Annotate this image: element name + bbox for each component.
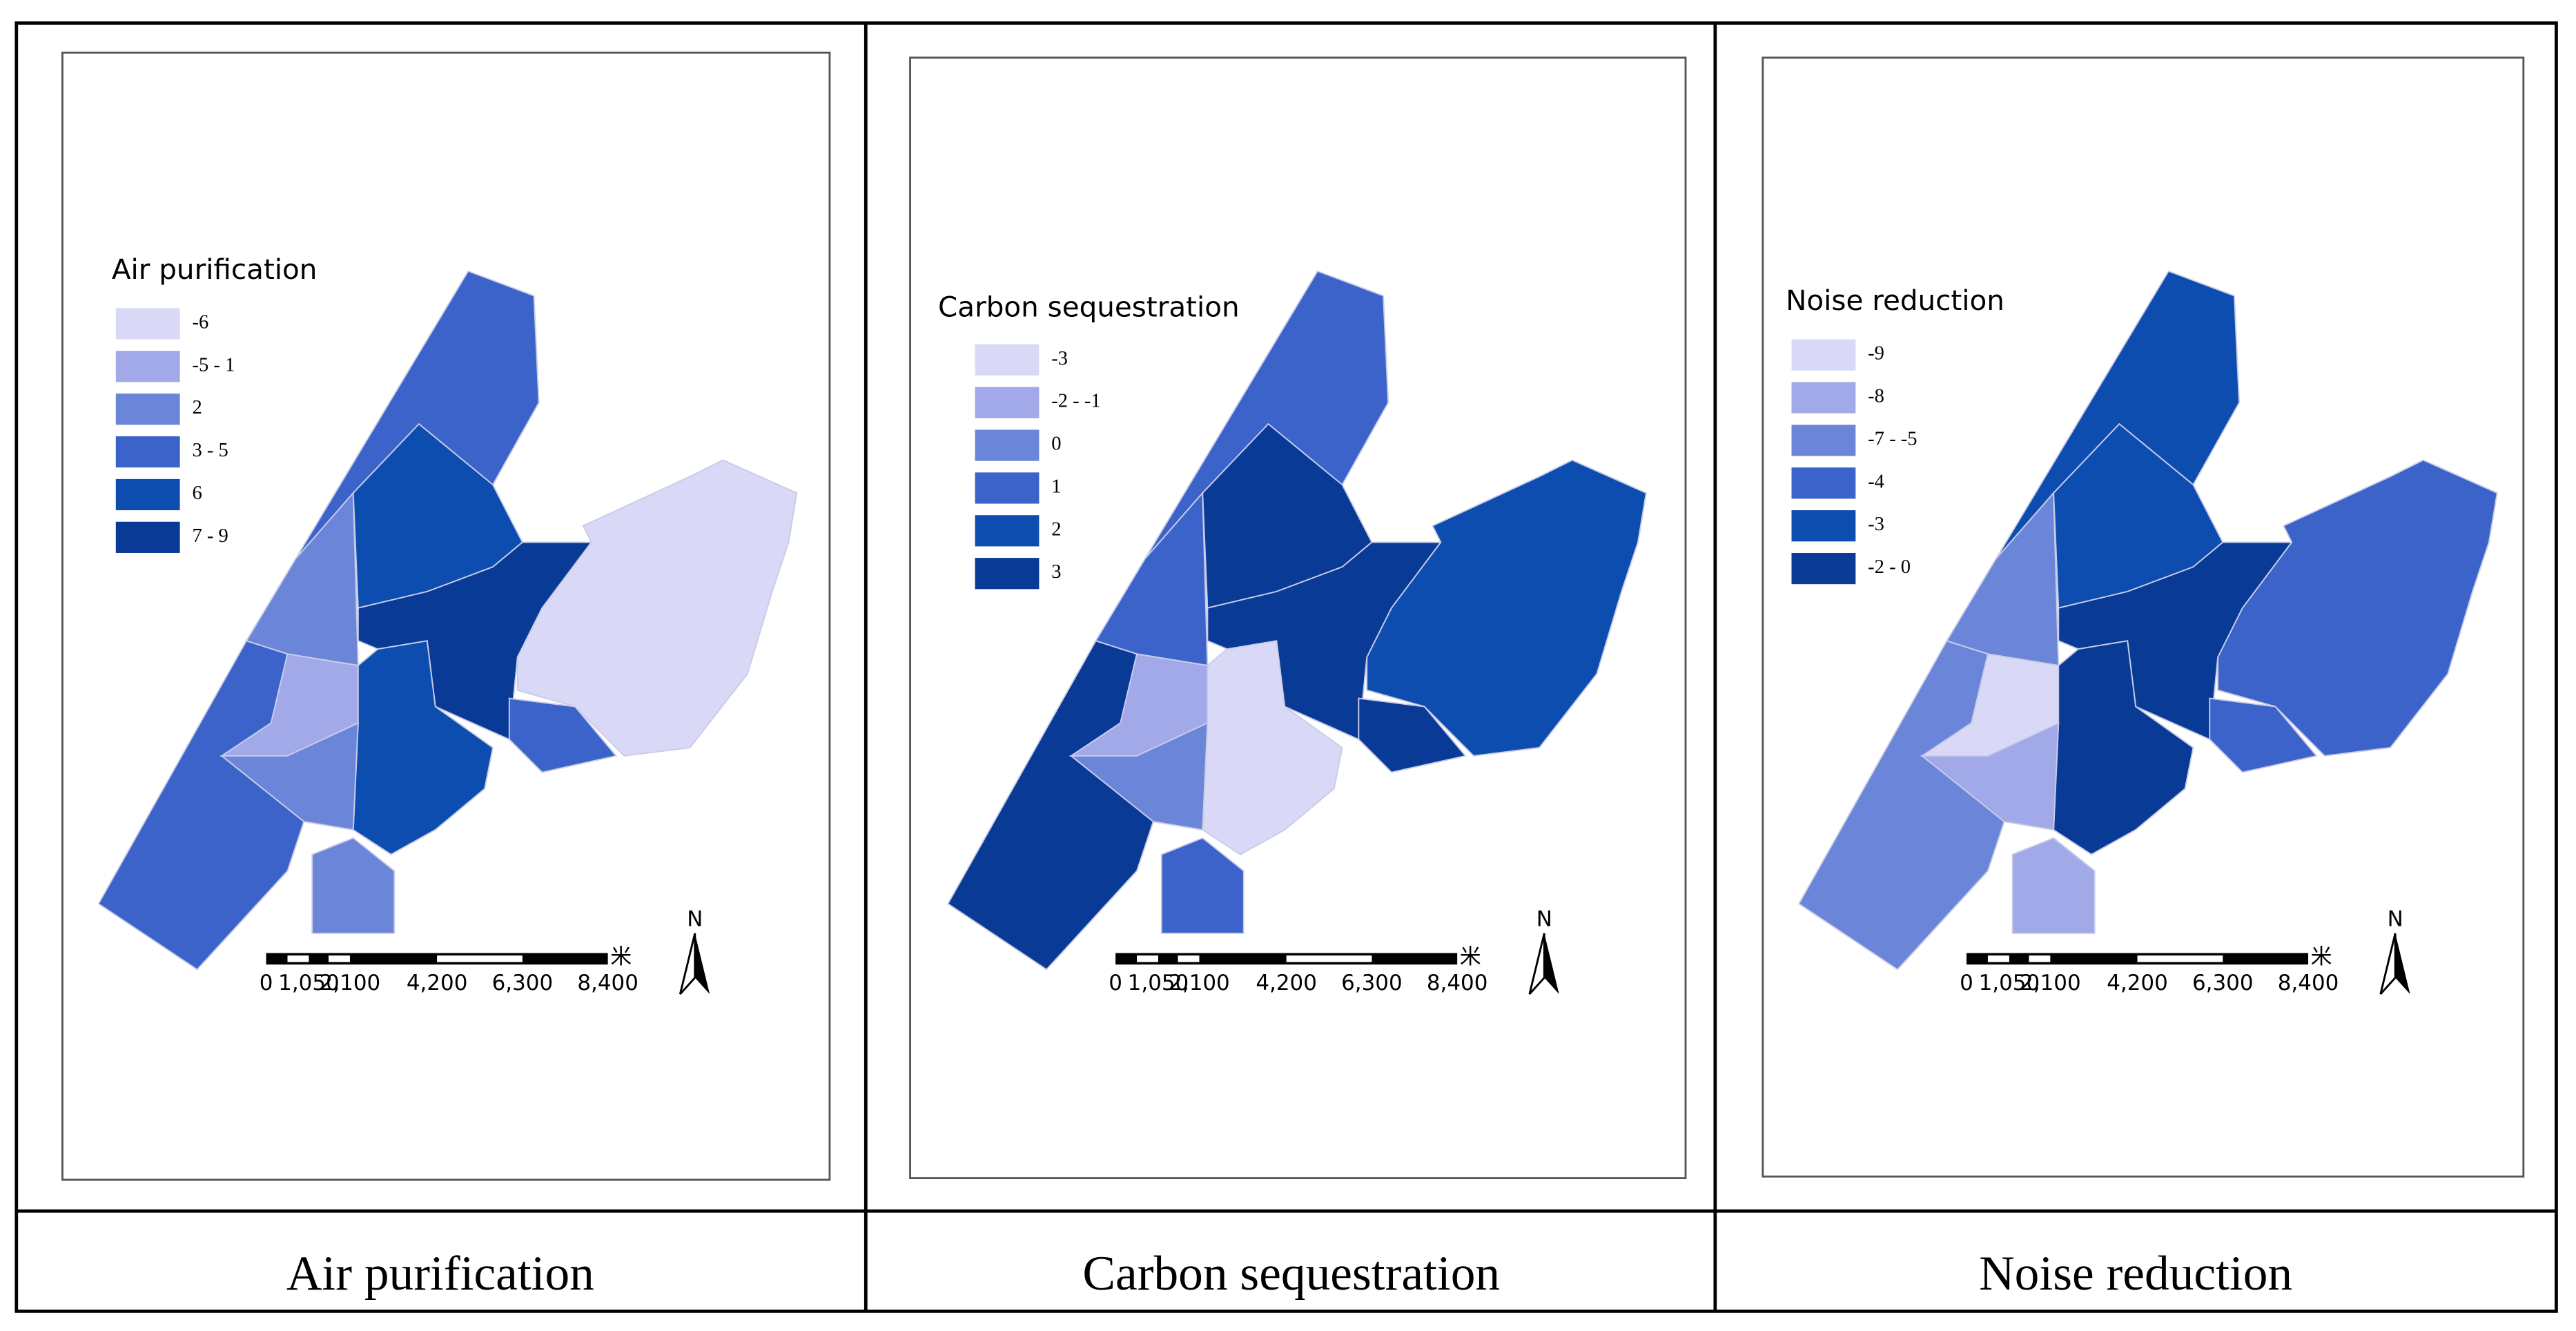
scale-label: 4,200: [1256, 971, 1317, 995]
scale-label: 2,100: [1169, 971, 1230, 995]
scale-bar-segment: [2029, 955, 2051, 962]
legend-label: 2: [1051, 518, 1061, 540]
scale-unit: 米: [2311, 944, 2332, 969]
legend-swatch: [114, 434, 182, 469]
district: [219, 721, 359, 831]
legend-label: 3 - 5: [192, 440, 228, 461]
legend-label: 3: [1051, 561, 1061, 583]
scale-label: 8,400: [2278, 971, 2339, 995]
district: [311, 837, 396, 934]
legend-swatch: [1790, 508, 1857, 543]
legend-swatch: [973, 470, 1041, 505]
district: [516, 459, 798, 757]
north-label: N: [687, 906, 703, 931]
scale-label: 2,100: [2020, 971, 2081, 995]
legend-label: -5 - 1: [192, 354, 235, 376]
legend-label: -9: [1868, 343, 1884, 365]
scale-label: 2,100: [320, 971, 381, 995]
legend-swatch: [1790, 380, 1857, 416]
scale-label: 0: [1960, 971, 1973, 995]
district: [1160, 837, 1245, 934]
scale-label: 0: [260, 971, 273, 995]
legend-label: 6: [192, 483, 202, 504]
district: [2011, 837, 2096, 934]
district: [1920, 721, 2060, 831]
district: [2209, 697, 2318, 773]
scale-unit: 米: [610, 944, 632, 969]
scale-bar-segment: [2137, 955, 2223, 962]
scale-label: 6,300: [492, 971, 554, 995]
legend-label: 2: [192, 397, 202, 418]
scale-label: 1,050: [278, 971, 340, 995]
scale-bar-segment: [437, 955, 523, 962]
legend-swatch: [114, 520, 182, 555]
table-border: [14, 21, 2558, 1313]
scale-label: 6,300: [1341, 971, 1403, 995]
scale-bar-segment: [1137, 955, 1158, 962]
legend-label: 7 - 9: [192, 525, 228, 547]
legend-swatch: [114, 306, 182, 341]
map-panel: Air purification -6 -5 - 1 2 3 - 5 6 7 - 9 0 1,0…: [61, 51, 831, 1301]
legend-label: -7 - -5: [1868, 428, 1917, 449]
district: [1069, 721, 1209, 831]
legend-swatch: [1790, 338, 1857, 373]
legend-swatch: [1790, 465, 1857, 501]
scale-label: 1,050: [1979, 971, 2040, 995]
legend-label: 0: [1051, 434, 1061, 455]
legend-label: -8: [1868, 386, 1884, 407]
north-arrow: [2395, 933, 2410, 995]
caption: Carbon sequestration: [1082, 1246, 1500, 1301]
legend-label: -3: [1868, 514, 1884, 535]
district: [1358, 697, 1467, 773]
scale-label: 6,300: [2192, 971, 2254, 995]
legend-title: Carbon sequestration: [938, 291, 1240, 324]
legend-swatch: [973, 513, 1041, 548]
legend-swatch: [114, 391, 182, 427]
district: [1366, 459, 1647, 757]
legend-swatch: [1790, 551, 1857, 586]
scale-bar-segment: [1987, 955, 2009, 962]
map-panel: Noise reduction -9 -8 -7 - -5 -4 -3 -2 - 0 0 1,0…: [1762, 56, 2525, 1301]
district: [508, 697, 618, 773]
legend-title: Noise reduction: [1786, 284, 2004, 317]
scale-label: 1,050: [1128, 971, 1189, 995]
caption: Air purification: [286, 1246, 594, 1301]
scale-label: 4,200: [2107, 971, 2168, 995]
legend-swatch: [973, 428, 1041, 463]
legend-title: Air purification: [112, 253, 318, 286]
legend-swatch: [973, 556, 1041, 591]
legend-swatch: [1790, 422, 1857, 458]
scale-label: 0: [1109, 971, 1122, 995]
legend-swatch: [114, 349, 182, 384]
legend-label: -6: [192, 311, 208, 333]
north-arrow: [694, 933, 710, 995]
scale-unit: 米: [1460, 944, 1481, 969]
legend-label: -3: [1051, 348, 1068, 369]
caption: Noise reduction: [1979, 1246, 2292, 1301]
north-label: N: [1536, 906, 1552, 931]
legend-label: -4: [1868, 471, 1884, 492]
scale-label: 8,400: [1427, 971, 1488, 995]
north-arrow: [1544, 933, 1559, 995]
legend-swatch: [114, 477, 182, 512]
legend-label: 1: [1051, 476, 1061, 497]
scale-label: 4,200: [407, 971, 468, 995]
legend-swatch: [973, 385, 1041, 420]
scale-bar-segment: [1178, 955, 1200, 962]
legend-swatch: [973, 342, 1041, 378]
scale-label: 8,400: [577, 971, 638, 995]
north-label: N: [2388, 906, 2403, 931]
scale-bar-segment: [1286, 955, 1372, 962]
legend-label: -2 - -1: [1051, 391, 1100, 412]
district: [2217, 459, 2498, 757]
scale-bar-segment: [287, 955, 309, 962]
legend-label: -2 - 0: [1868, 556, 1911, 578]
scale-bar-segment: [329, 955, 350, 962]
